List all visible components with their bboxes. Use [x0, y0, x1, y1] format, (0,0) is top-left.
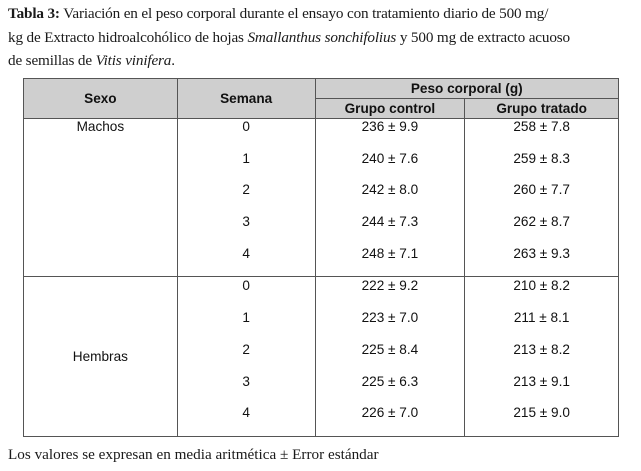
- sexo-cell: Hembras: [23, 276, 178, 437]
- semana-cell: 1: [176, 149, 316, 182]
- sexo-cell: Machos: [23, 117, 178, 277]
- tratado-cell: 259 ± 8.3: [464, 149, 619, 182]
- table-header: Sexo Semana Peso corporal (g) Grupo cont…: [23, 78, 620, 119]
- body-weight-table: Sexo Semana Peso corporal (g) Grupo cont…: [23, 78, 620, 437]
- table-row: 4 248 ± 7.1 263 ± 9.3: [24, 244, 619, 277]
- caption-text-1: Variación en el peso corporal durante el…: [59, 5, 549, 22]
- caption-species-2: Vitis vinifera: [95, 52, 172, 69]
- group-machos: Machos 0 236 ± 9.9 258 ± 7.8 1 240 ± 7.6…: [23, 117, 619, 277]
- tratado-cell: 260 ± 7.7: [464, 181, 619, 214]
- header-semana: Semana: [176, 78, 316, 119]
- control-cell: 236 ± 9.9: [314, 117, 466, 150]
- caption-text-3: y 500 mg de extracto acuoso: [396, 28, 570, 46]
- caption-text-5: .: [171, 52, 175, 69]
- header-grupo-tratado: Grupo tratado: [464, 98, 619, 119]
- tratado-cell: 215 ± 9.0: [464, 404, 619, 437]
- header-peso-corporal: Peso corporal (g): [314, 78, 620, 99]
- tratado-cell: 262 ± 8.7: [464, 213, 619, 245]
- control-cell: 225 ± 6.3: [314, 372, 466, 405]
- semana-cell: 2: [176, 181, 316, 214]
- caption-text-2: kg de Extracto hidroalcohólico de hojas: [8, 28, 248, 46]
- header-sexo: Sexo: [23, 78, 178, 119]
- semana-cell: 0: [176, 276, 316, 310]
- table-row: 3 225 ± 6.3 213 ± 9.1: [24, 372, 619, 405]
- caption-label: Tabla 3:: [8, 5, 60, 22]
- control-cell: 225 ± 8.4: [314, 340, 466, 373]
- caption-text-4: de semillas de: [8, 52, 96, 69]
- tratado-cell: 258 ± 7.8: [464, 117, 619, 150]
- control-cell: 248 ± 7.1: [314, 244, 466, 277]
- table-row: 3 244 ± 7.3 262 ± 8.7: [24, 213, 619, 245]
- tratado-cell: 263 ± 9.3: [464, 244, 619, 277]
- caption-species-1: Smallanthus sonchifolius: [247, 28, 397, 46]
- table-footnote: Los valores se expresan en media aritmét…: [8, 446, 379, 463]
- table-row: Hembras 0 222 ± 9.2 210 ± 8.2: [23, 276, 619, 437]
- semana-cell: 2: [176, 340, 316, 373]
- table-row: 1 240 ± 7.6 259 ± 8.3: [24, 149, 619, 182]
- table-row: 4 226 ± 7.0 215 ± 9.0: [24, 404, 619, 437]
- tratado-cell: 213 ± 9.1: [464, 372, 619, 405]
- tratado-cell: 211 ± 8.1: [464, 309, 619, 341]
- header-grupo-control: Grupo control: [314, 98, 466, 119]
- semana-cell: 1: [176, 309, 316, 341]
- group-hembras: Hembras 0 222 ± 9.2 210 ± 8.2 1 223 ± 7.…: [23, 276, 619, 437]
- control-cell: 226 ± 7.0: [314, 404, 466, 437]
- table-caption: Tabla 3: Variación en el peso corporal d…: [8, 2, 638, 73]
- table-row: 2 225 ± 8.4 213 ± 8.2: [24, 340, 619, 373]
- control-cell: 222 ± 9.2: [314, 276, 466, 310]
- semana-cell: 3: [176, 213, 316, 245]
- semana-cell: 4: [176, 244, 316, 277]
- table-row: 1 223 ± 7.0 211 ± 8.1: [24, 309, 619, 341]
- semana-cell: 0: [176, 117, 316, 150]
- table-row: 2 242 ± 8.0 260 ± 7.7: [24, 181, 619, 214]
- tratado-cell: 210 ± 8.2: [464, 276, 619, 310]
- semana-cell: 3: [176, 372, 316, 405]
- tratado-cell: 213 ± 8.2: [464, 340, 619, 373]
- control-cell: 240 ± 7.6: [314, 149, 466, 182]
- control-cell: 244 ± 7.3: [314, 213, 466, 245]
- semana-cell: 4: [176, 404, 316, 437]
- control-cell: 242 ± 8.0: [314, 181, 466, 214]
- table-row: Machos 0 236 ± 9.9 258 ± 7.8: [23, 117, 619, 277]
- control-cell: 223 ± 7.0: [314, 309, 466, 341]
